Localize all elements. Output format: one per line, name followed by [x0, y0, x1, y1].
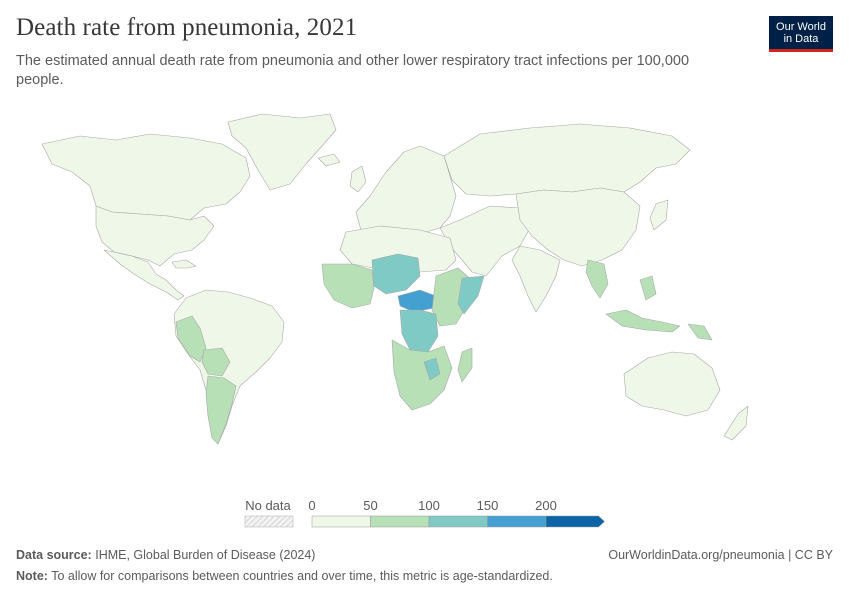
map-region-philippines[interactable] [639, 275, 657, 301]
footnote: Note: To allow for comparisons between c… [16, 569, 553, 583]
logo-line-2: in Data [783, 32, 819, 45]
map-region-usa[interactable] [95, 205, 215, 267]
map-region-new-zealand[interactable] [723, 405, 749, 441]
map-region-papua-new-guinea[interactable] [687, 323, 713, 341]
map-region-dr-congo[interactable] [399, 309, 439, 353]
legend-no-data-label: No data [245, 498, 291, 513]
map-region-bolivia[interactable] [201, 347, 231, 377]
legend-tick-4: 200 [535, 498, 557, 513]
legend-tick-3: 150 [477, 498, 499, 513]
map-region-europe[interactable] [355, 145, 457, 241]
legend-bin-4[interactable] [545, 515, 605, 528]
map-region-sahel[interactable] [371, 253, 421, 295]
legend-tick-2: 100 [418, 498, 440, 513]
map-region-uk[interactable] [349, 165, 367, 193]
map-region-russia[interactable] [443, 123, 691, 197]
note-label: Note: [16, 569, 48, 583]
legend-bin-1[interactable] [370, 515, 430, 528]
source-url[interactable]: OurWorldinData.org/pneumonia | CC BY [608, 548, 833, 562]
map-region-central-african-republic[interactable] [397, 289, 437, 313]
world-map[interactable] [0, 100, 850, 480]
legend-no-data-swatch [244, 515, 294, 528]
map-region-australia[interactable] [623, 351, 721, 417]
map-region-argentina[interactable] [205, 375, 237, 445]
map-region-canada[interactable] [41, 133, 251, 221]
map-region-south-america[interactable] [173, 289, 285, 445]
map-region-mexico[interactable] [103, 249, 185, 301]
map-region-indonesia[interactable] [605, 309, 681, 333]
map-region-iceland[interactable] [317, 153, 341, 167]
map-region-china[interactable] [515, 187, 641, 267]
map-region-japan[interactable] [649, 199, 669, 231]
map-region-mozambique[interactable] [423, 357, 441, 381]
chart-subtitle: The estimated annual death rate from pne… [16, 53, 690, 88]
map-region-middle-east[interactable] [439, 205, 531, 277]
map-region-southeast-asia[interactable] [585, 259, 609, 299]
legend-tick-0: 0 [308, 498, 315, 513]
data-source-label: Data source: [16, 548, 92, 562]
map-region-india[interactable] [511, 245, 561, 313]
map-region-madagascar[interactable] [457, 347, 473, 383]
legend-bin-2[interactable] [428, 515, 488, 528]
legend-bin-3[interactable] [487, 515, 547, 528]
map-legend: No data 0 50 100 150 200 [244, 498, 605, 528]
chart-title: Death rate from pneumonia, 2021 [16, 14, 358, 41]
legend-tick-1: 50 [363, 498, 377, 513]
map-region-north-africa[interactable] [339, 225, 457, 273]
map-region-west-africa[interactable] [321, 263, 375, 309]
data-source: Data source: IHME, Global Burden of Dise… [16, 548, 315, 562]
owid-logo[interactable]: Our World in Data [769, 16, 833, 52]
legend-bin-0[interactable] [311, 515, 371, 528]
map-region-greenland[interactable] [227, 113, 337, 191]
map-region-somalia[interactable] [457, 275, 485, 315]
note-text: To allow for comparisons between countri… [51, 569, 553, 583]
logo-line-1: Our World [776, 20, 826, 33]
map-region-southern-africa[interactable] [391, 339, 453, 411]
data-source-text: IHME, Global Burden of Disease (2024) [95, 548, 316, 562]
map-region-caribbean[interactable] [171, 259, 197, 269]
